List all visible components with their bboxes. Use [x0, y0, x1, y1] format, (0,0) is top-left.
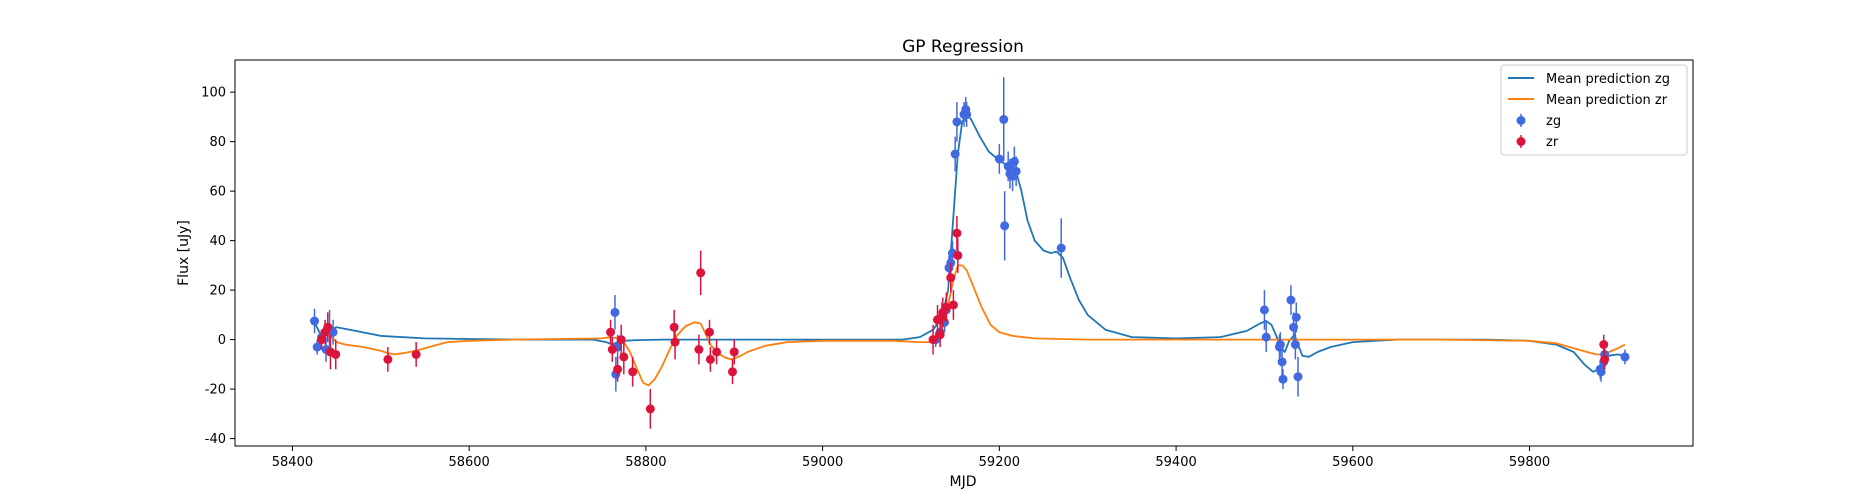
series-zr-points — [317, 215, 1610, 429]
zg-data-point — [1291, 312, 1301, 322]
zg-data-point — [962, 109, 972, 119]
legend-label-zr: zr — [1546, 135, 1559, 150]
x-tick-label: 59600 — [1332, 455, 1373, 470]
zr-data-point — [705, 327, 715, 337]
zr-data-point — [670, 337, 680, 347]
legend-label-zr-line: Mean prediction zr — [1546, 93, 1668, 108]
x-tick-label: 58800 — [625, 455, 666, 470]
zg-data-point — [952, 117, 962, 127]
zr-data-point — [729, 347, 739, 357]
x-tick-label: 59200 — [979, 455, 1020, 470]
zg-data-point — [950, 149, 960, 159]
zg-data-point — [1261, 332, 1271, 342]
zr-data-point — [669, 322, 679, 332]
zr-data-point — [953, 250, 963, 260]
zr-data-point — [317, 335, 327, 345]
zg-data-point — [1286, 295, 1296, 305]
zr-data-point — [1599, 340, 1609, 350]
y-tick-label: 100 — [201, 86, 226, 101]
zg-data-point — [610, 307, 620, 317]
zg-data-point — [1293, 372, 1303, 382]
zr-data-point — [941, 302, 951, 312]
legend-label-zg: zg — [1546, 114, 1561, 129]
legend-label-zg-line: Mean prediction zg — [1546, 72, 1670, 87]
zr-data-point — [613, 364, 623, 374]
x-axis-ticks: 58400 58600 58800 59000 59200 59400 59600 59800 — [272, 446, 1550, 470]
x-tick-label: 59800 — [1509, 455, 1550, 470]
legend: Mean prediction zg Mean prediction zr zg… — [1500, 64, 1688, 156]
zg-data-point — [1620, 352, 1630, 362]
y-axis-title: Flux [uJy] — [176, 220, 192, 286]
plot-layer — [310, 77, 1630, 429]
zr-data-point — [606, 327, 616, 337]
zg-data-point — [1278, 374, 1288, 384]
zr-data-point — [928, 335, 938, 345]
zg-data-point — [1000, 221, 1010, 231]
zg-data-point — [1259, 305, 1269, 315]
y-tick-label: -40 — [205, 432, 226, 447]
zg-data-point — [994, 154, 1004, 164]
zr-data-point — [383, 354, 393, 364]
zr-data-point — [607, 345, 617, 354]
y-tick-label: 60 — [209, 185, 226, 200]
x-tick-label: 59400 — [1155, 455, 1196, 470]
zr-data-point — [323, 322, 333, 332]
zg-data-point — [1009, 156, 1019, 166]
mean-prediction-zr-line — [318, 264, 1626, 387]
y-tick-label: 0 — [218, 333, 226, 348]
zg-data-point — [999, 114, 1009, 124]
zr-data-point — [946, 273, 956, 283]
zr-data-point — [948, 300, 958, 310]
plot-frame — [234, 59, 1694, 447]
zr-data-point — [952, 228, 962, 238]
mean-prediction-zg-line — [313, 113, 1624, 373]
legend-box — [1500, 64, 1688, 156]
zg-data-point — [1056, 243, 1066, 253]
zr-data-point — [727, 367, 737, 377]
zr-data-point — [619, 352, 629, 362]
y-axis-ticks: -40 -20 0 20 40 60 80 100 — [201, 86, 235, 447]
chart-title: GP Regression — [902, 37, 1024, 57]
y-tick-label: -20 — [205, 383, 226, 398]
x-axis-title: MJD — [950, 474, 977, 490]
series-zg-points — [310, 77, 1630, 397]
zr-data-point — [645, 404, 655, 414]
zr-data-point — [935, 330, 945, 340]
zr-data-point — [696, 268, 706, 278]
zg-data-point — [1275, 340, 1285, 350]
x-tick-label: 59000 — [802, 455, 843, 470]
y-tick-label: 80 — [209, 135, 226, 150]
x-tick-label: 58600 — [448, 455, 489, 470]
zr-data-point — [694, 345, 704, 354]
zr-data-point — [331, 349, 341, 359]
x-tick-label: 58400 — [272, 455, 313, 470]
zr-data-point — [705, 354, 715, 364]
zg-data-point — [1277, 357, 1287, 367]
zr-data-point — [411, 349, 421, 359]
y-tick-label: 40 — [209, 234, 226, 249]
zg-data-point — [310, 316, 320, 326]
zg-data-point — [1011, 166, 1021, 176]
legend-swatch-zr-marker — [1516, 137, 1526, 146]
zg-data-point — [1290, 340, 1300, 350]
legend-swatch-zg-marker — [1516, 116, 1526, 125]
zr-data-point — [1600, 354, 1610, 364]
y-tick-label: 20 — [209, 284, 226, 299]
zg-data-point — [312, 342, 322, 352]
zr-data-point — [712, 347, 722, 357]
zr-data-point — [628, 367, 638, 377]
